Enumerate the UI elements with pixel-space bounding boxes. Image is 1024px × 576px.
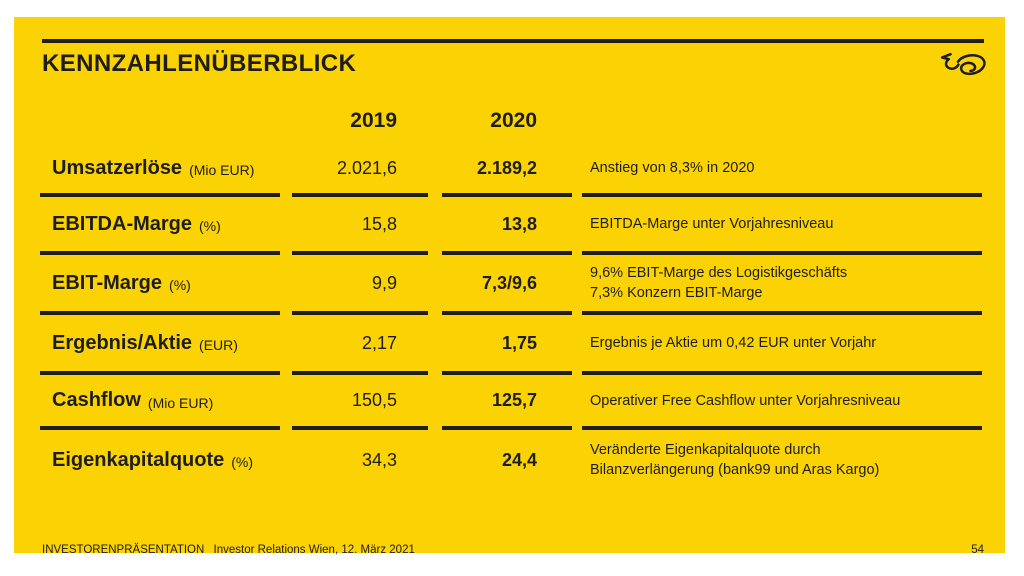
value-2020: 1,75 [442, 315, 572, 375]
value-2020: 125,7 [442, 375, 572, 430]
table-row-eigenkapitalquote: Eigenkapitalquote (%) 34,3 24,4 Veränder… [40, 430, 982, 490]
row-comment: Operativer Free Cashflow unter Vorjahres… [582, 375, 982, 430]
value-2019: 15,8 [292, 197, 428, 255]
value-2020: 24,4 [501, 449, 537, 470]
row-label: Ergebnis/Aktie (EUR) [40, 315, 280, 375]
slide-footer: INVESTORENPRÄSENTATION Investor Relation… [42, 544, 984, 556]
header-spacer [40, 99, 280, 143]
footer-presentation-label: INVESTORENPRÄSENTATION [42, 544, 205, 556]
post-horn-icon [938, 50, 988, 80]
row-label: EBIT-Marge (%) [40, 255, 280, 315]
row-label: Umsatzerlöse (Mio EUR) [40, 143, 280, 197]
value-2020: 2.189,2 [442, 143, 572, 197]
slide: KENNZAHLENÜBERBLICK 2019 2020 Umsatzerlö… [14, 17, 1005, 556]
row-label: Cashflow (Mio EUR) [40, 375, 280, 430]
row-unit: (%) [169, 277, 191, 293]
table-row-ergebnis-aktie: Ergebnis/Aktie (EUR) 2,17 1,75 Ergebnis … [40, 315, 982, 375]
row-comment: 9,6% EBIT-Marge des Logistikgeschäfts 7,… [582, 255, 982, 315]
row-unit: (Mio EUR) [147, 394, 214, 411]
row-unit: (%) [231, 454, 254, 470]
table-row-ebitda-marge: EBITDA-Marge (%) 15,8 13,8 EBITDA-Marge … [40, 197, 982, 255]
value-2019: 2.021,6 [292, 143, 428, 197]
page-title: KENNZAHLENÜBERBLICK [42, 50, 357, 77]
page-number: 54 [971, 544, 984, 556]
footer-details: Investor Relations Wien, 12. März 2021 [213, 544, 415, 556]
table-row-umsatzerloese: Umsatzerlöse (Mio EUR) 2.021,6 2.189,2 A… [40, 143, 982, 197]
table-row-ebit-marge: EBIT-Marge (%) 9,9 7,3/9,6 9,6% EBIT-Mar… [40, 255, 982, 315]
row-unit: (Mio EUR) [189, 162, 255, 178]
value-2020: 13,8 [442, 197, 572, 255]
header-comment-spacer [582, 99, 982, 143]
footer-source: INVESTORENPRÄSENTATION Investor Relation… [42, 544, 421, 556]
table-header-row: 2019 2020 [40, 99, 982, 143]
title-divider [42, 39, 984, 43]
table-row-cashflow: Cashflow (Mio EUR) 150,5 125,7 Operative… [40, 375, 982, 430]
kpi-table: 2019 2020 Umsatzerlöse (Mio EUR) 2.021,6… [40, 99, 982, 490]
value-2019: 9,9 [292, 255, 428, 315]
value-2019: 2,17 [292, 315, 428, 375]
row-unit: (EUR) [199, 337, 238, 353]
value-2020: 7,3/9,6 [442, 255, 572, 315]
row-comment: EBITDA-Marge unter Vorjahresniveau [582, 197, 982, 255]
column-header-2020: 2020 [490, 109, 537, 132]
row-comment: Veränderte Eigenkapitalquote durch Bilan… [590, 442, 880, 478]
value-2019: 34,3 [361, 449, 397, 470]
row-label: EBITDA-Marge (%) [40, 197, 280, 255]
row-comment: Anstieg von 8,3% in 2020 [582, 143, 982, 197]
row-unit: (%) [199, 218, 221, 234]
row-label: Eigenkapitalquote (%) [52, 448, 254, 471]
column-header-2019: 2019 [350, 109, 397, 132]
value-2019: 150,5 [292, 375, 428, 430]
row-comment: Ergebnis je Aktie um 0,42 EUR unter Vorj… [582, 315, 982, 375]
